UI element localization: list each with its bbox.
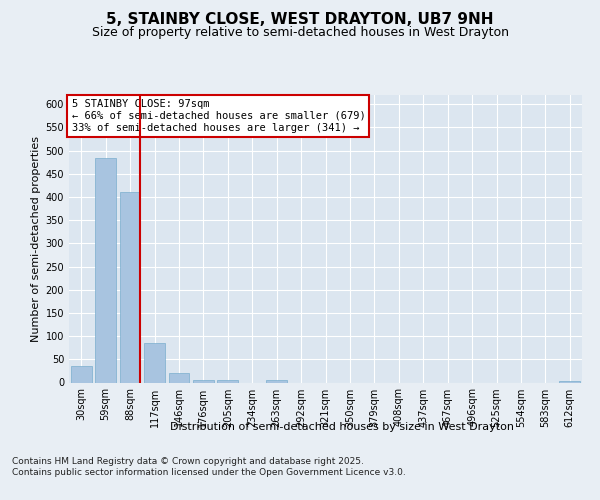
Bar [144, 343, 165, 382]
Bar [71, 366, 92, 382]
Bar [119, 192, 140, 382]
Text: Size of property relative to semi-detached houses in West Drayton: Size of property relative to semi-detach… [91, 26, 509, 39]
Bar [266, 380, 287, 382]
Bar [95, 158, 116, 382]
Bar [193, 380, 214, 382]
Text: 5 STAINBY CLOSE: 97sqm
← 66% of semi-detached houses are smaller (679)
33% of se: 5 STAINBY CLOSE: 97sqm ← 66% of semi-det… [71, 100, 365, 132]
Bar [559, 380, 580, 382]
Text: 5, STAINBY CLOSE, WEST DRAYTON, UB7 9NH: 5, STAINBY CLOSE, WEST DRAYTON, UB7 9NH [106, 12, 494, 28]
Bar [169, 373, 190, 382]
Text: Contains HM Land Registry data © Crown copyright and database right 2025.
Contai: Contains HM Land Registry data © Crown c… [12, 458, 406, 477]
Bar [217, 380, 238, 382]
Y-axis label: Number of semi-detached properties: Number of semi-detached properties [31, 136, 41, 342]
Text: Distribution of semi-detached houses by size in West Drayton: Distribution of semi-detached houses by … [170, 422, 514, 432]
